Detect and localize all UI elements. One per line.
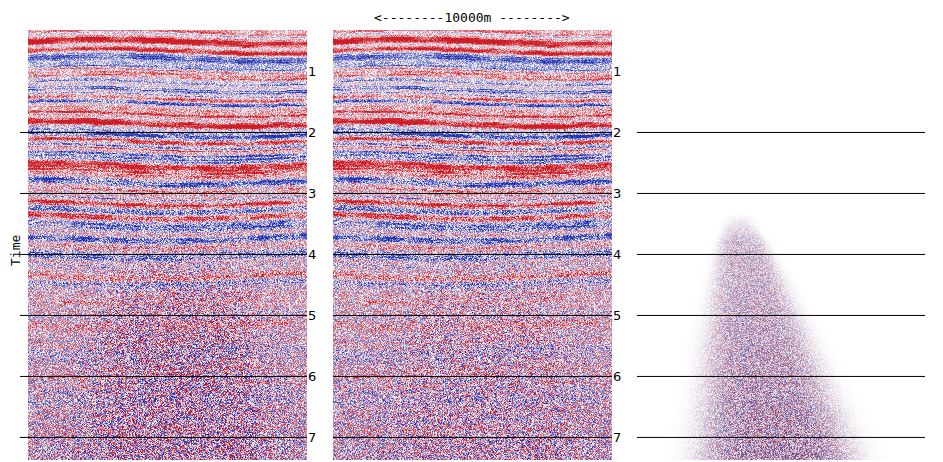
svg-text:3: 3 [613,186,621,201]
svg-text:1: 1 [308,64,316,79]
svg-text:2: 2 [613,125,621,140]
svg-text:<--------10000m -------->: <--------10000m --------> [374,10,570,25]
svg-text:5: 5 [613,308,621,323]
svg-text:6: 6 [613,369,621,384]
svg-text:3: 3 [308,186,316,201]
svg-text:7: 7 [613,430,621,445]
svg-text:Time: Time [8,235,23,266]
svg-text:2: 2 [308,125,316,140]
svg-text:5: 5 [308,308,316,323]
svg-text:7: 7 [308,430,316,445]
svg-text:4: 4 [308,247,316,262]
svg-text:4: 4 [613,247,621,262]
svg-text:6: 6 [308,369,316,384]
svg-text:1: 1 [613,64,621,79]
